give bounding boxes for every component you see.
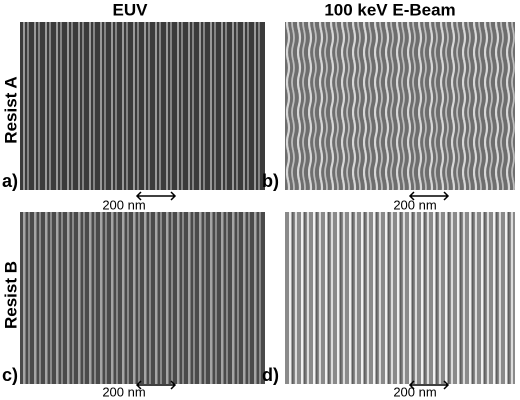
panel-label: c)	[2, 365, 18, 385]
scale-label: 200 nm	[393, 197, 436, 212]
panel-label: a)	[2, 171, 18, 191]
column-header: EUV	[113, 0, 149, 19]
row-label: Resist A	[1, 76, 20, 143]
scale-label: 200 nm	[102, 384, 145, 399]
sem-image	[285, 212, 515, 384]
sem-image	[285, 22, 515, 190]
scale-label: 200 nm	[393, 384, 436, 399]
scale-arrows	[135, 191, 450, 390]
panel-label: d)	[262, 365, 279, 385]
sem-image	[20, 22, 265, 190]
sem-image	[20, 212, 265, 384]
panel-label: b)	[262, 171, 279, 191]
column-header: 100 keV E-Beam	[324, 0, 455, 19]
scale-label: 200 nm	[102, 197, 145, 212]
row-label: Resist B	[1, 261, 20, 329]
